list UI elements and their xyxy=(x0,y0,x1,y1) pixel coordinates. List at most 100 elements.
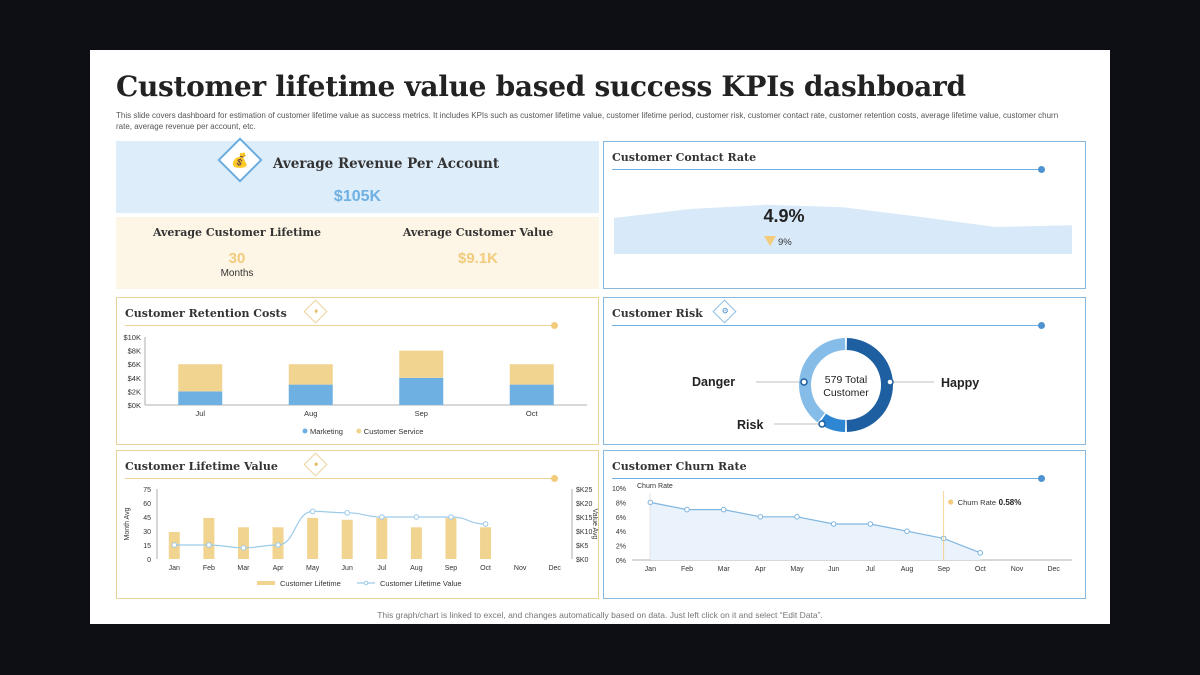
clv-line-point xyxy=(482,521,489,527)
churn-area xyxy=(650,502,981,560)
avg-lifetime-unit: Months xyxy=(220,268,254,279)
churn-y-tick: 0% xyxy=(616,558,626,565)
clv-x-tick: Sep xyxy=(445,565,458,572)
retention-chart: $0K $2K $4K $6K $8K $10K Jul Aug Sep Oct Marketing… xyxy=(123,333,587,436)
retention-bar-service xyxy=(399,350,444,378)
clv-line-point xyxy=(275,542,281,548)
footer-note: This graph/chart is linked to excel, and… xyxy=(377,610,823,620)
avg-value-label: Average Customer Value xyxy=(402,226,554,239)
risk-title: Customer Risk xyxy=(612,307,703,320)
retention-y-tick: $6K xyxy=(128,360,141,369)
risk-center-label: Customer xyxy=(823,387,869,399)
retention-x-tick: Jul xyxy=(195,409,205,418)
retention-bar-marketing xyxy=(509,384,554,405)
clv-x-tick: Nov xyxy=(514,565,527,572)
churn-x-tick: Jan xyxy=(645,566,656,573)
arpa-card: 💰 Average Revenue Per Account $105K xyxy=(116,137,599,213)
churn-point xyxy=(757,514,764,520)
churn-point xyxy=(720,506,727,513)
clv-y-tick-right: $K10 xyxy=(576,529,592,536)
danger-label: Danger xyxy=(692,375,735,389)
churn-point xyxy=(830,521,837,527)
happy-label: Happy xyxy=(941,376,979,390)
churn-x-tick: May xyxy=(790,566,804,573)
risk-label: Risk xyxy=(737,418,763,432)
clv-line-point xyxy=(309,508,316,515)
clv-y-tick-left: 75 xyxy=(143,487,151,494)
risk-slice-happy xyxy=(846,338,893,432)
avg-value-value: $9.1K xyxy=(457,250,499,267)
clv-line-point xyxy=(171,542,178,548)
churn-x-tick: Dec xyxy=(1047,566,1060,573)
slide: Customer lifetime value based success KP… xyxy=(90,50,1110,624)
clv-x-tick: May xyxy=(306,565,320,572)
avg-lifetime-label: Average Customer Lifetime xyxy=(152,226,322,239)
risk-headline xyxy=(612,322,1045,329)
risk-center-value: 579 Total xyxy=(825,374,867,386)
contact-rate-panel: Customer Contact Rate 4.9% 9% xyxy=(603,141,1086,289)
retention-title: Customer Retention Costs xyxy=(125,307,287,320)
clv-x-tick: Aug xyxy=(410,565,423,572)
clv-bar xyxy=(341,519,353,559)
clv-legend-bar-swatch xyxy=(257,581,275,585)
churn-x-tick: Jun xyxy=(828,566,839,573)
churn-y-tick: 8% xyxy=(616,500,626,507)
retention-x-tick: Oct xyxy=(526,409,539,418)
churn-point xyxy=(684,506,690,513)
churn-x-tick: Oct xyxy=(975,566,986,573)
risk-slice-danger xyxy=(799,338,846,423)
contact-rate-change: 9% xyxy=(778,237,792,248)
retention-bar-marketing xyxy=(288,384,333,405)
clv-legend-bar-label: Customer Lifetime xyxy=(280,579,341,588)
contact-rate-headline xyxy=(612,166,1045,173)
arpa-value: $105K xyxy=(333,188,382,205)
clv-line-point xyxy=(240,545,247,551)
churn-x-tick: Apr xyxy=(755,566,767,573)
retention-bar-service xyxy=(178,364,223,392)
churn-series-label: Churn Rate xyxy=(637,483,673,490)
retention-legend-swatch xyxy=(302,428,308,434)
retention-y-tick: $8K xyxy=(128,347,141,356)
contact-rate-title: Customer Contact Rate xyxy=(612,151,757,164)
clv-x-tick: Jun xyxy=(342,565,353,572)
retention-bar-marketing xyxy=(178,391,223,405)
clv-chart: 0 15 30 45 60 75 $K0 $K5 $K10 $K15 $K20 $K25 Month A… xyxy=(124,487,598,588)
contact-rate-chart: 4.9% 9% xyxy=(614,204,1072,254)
churn-point xyxy=(904,528,910,534)
clv-y-tick-left: 15 xyxy=(143,543,151,550)
clv-x-tick: Jul xyxy=(377,565,386,572)
down-triangle-icon xyxy=(764,236,776,246)
retention-bar-service xyxy=(288,364,333,385)
clv-x-tick: Oct xyxy=(480,565,491,572)
contact-rate-value: 4.9% xyxy=(763,206,804,226)
clv-legend-line-label: Customer Lifetime Value xyxy=(380,579,462,588)
money-bag-icon: 💰 xyxy=(217,137,263,183)
churn-point xyxy=(647,499,654,506)
churn-title: Customer Churn Rate xyxy=(612,460,747,473)
clv-x-tick: Dec xyxy=(548,565,561,572)
retention-legend-label: Marketing xyxy=(310,427,343,436)
clv-y-tick-left: 60 xyxy=(143,501,151,508)
churn-x-tick: Jul xyxy=(866,566,875,573)
avg-lifetime-value: 30 xyxy=(228,250,246,267)
retention-bar-marketing xyxy=(399,377,444,405)
clv-panel: Customer Lifetime Value ● 0 15 30 45 60 75 $K0… xyxy=(116,450,599,599)
clv-bar xyxy=(376,517,388,559)
churn-x-tick: Sep xyxy=(937,566,950,573)
clv-line-point xyxy=(344,510,351,516)
churn-y-tick: 6% xyxy=(616,515,626,522)
risk-leader-dot xyxy=(818,420,826,428)
clv-headline xyxy=(125,475,558,482)
churn-line xyxy=(650,501,981,554)
retention-panel: Customer Retention Costs ♦ $0K $2K $4K $6K $… xyxy=(116,297,599,445)
churn-y-tick: 10% xyxy=(612,486,626,493)
clv-y-tick-right: $K0 xyxy=(576,557,589,564)
risk-leader-dot xyxy=(886,378,894,386)
clv-line-point xyxy=(448,514,454,520)
retention-x-tick: Aug xyxy=(304,409,317,418)
clv-line-point xyxy=(206,542,212,548)
clv-y-tick-right: $K25 xyxy=(576,487,592,494)
churn-annotation-value: 0.58% xyxy=(999,498,1022,507)
churn-headline xyxy=(612,475,1045,482)
